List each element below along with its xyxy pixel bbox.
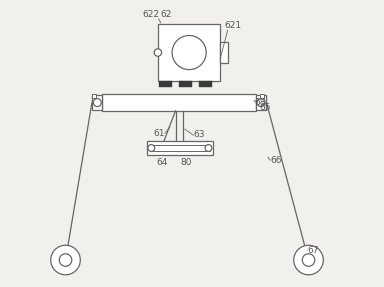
Circle shape (205, 145, 212, 152)
Circle shape (93, 99, 101, 106)
Bar (147, 141, 214, 155)
Bar (159, 81, 172, 87)
Circle shape (51, 245, 80, 275)
Bar (92, 94, 96, 98)
Text: 622: 622 (142, 10, 159, 19)
Text: 65: 65 (260, 104, 271, 113)
Bar (103, 94, 256, 111)
Text: 80: 80 (180, 158, 192, 167)
Text: 621: 621 (225, 21, 242, 30)
Text: 68: 68 (254, 98, 265, 107)
Circle shape (257, 99, 265, 106)
Circle shape (294, 245, 323, 275)
Circle shape (154, 49, 162, 56)
Bar (256, 95, 266, 110)
Bar (179, 81, 192, 87)
Bar (150, 145, 210, 152)
Circle shape (172, 36, 206, 70)
Text: 64: 64 (156, 158, 168, 167)
Bar (220, 42, 228, 63)
Text: 62: 62 (161, 10, 172, 19)
Text: 61: 61 (154, 129, 165, 138)
Bar (199, 81, 212, 87)
Bar (158, 24, 220, 81)
Text: 66: 66 (270, 156, 281, 165)
Bar (260, 94, 264, 98)
Text: 63: 63 (194, 131, 205, 139)
Circle shape (59, 254, 72, 266)
Bar (92, 95, 103, 110)
Circle shape (302, 254, 315, 266)
Circle shape (148, 145, 155, 152)
Text: 67: 67 (307, 246, 319, 255)
